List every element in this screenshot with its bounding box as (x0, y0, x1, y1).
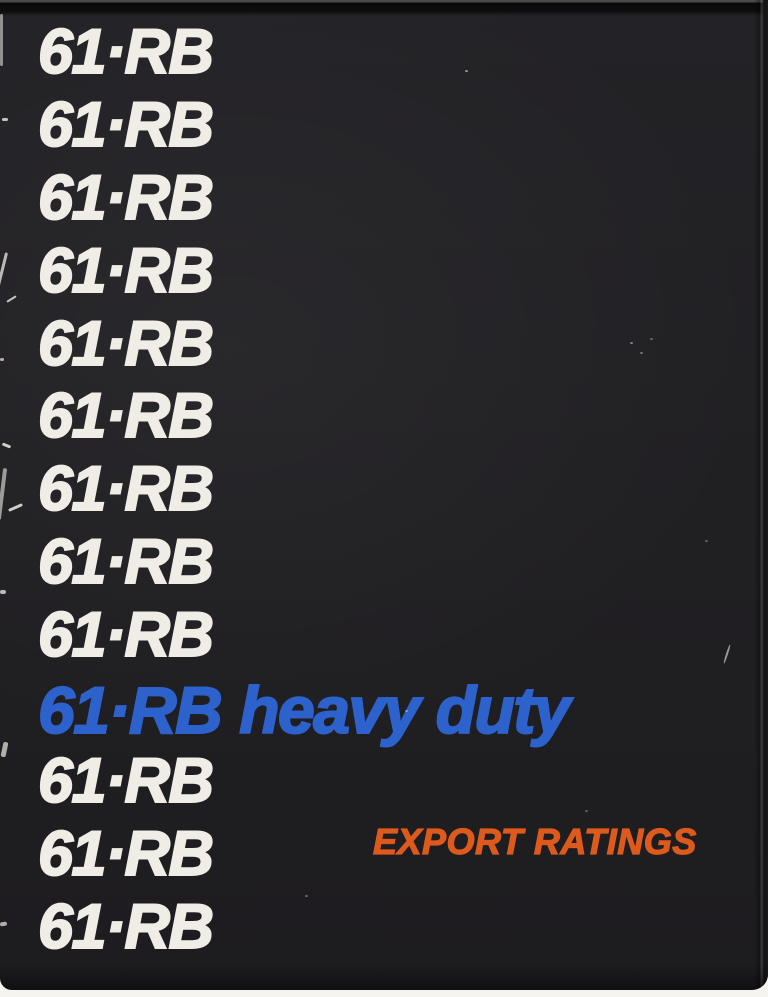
heavy-duty-suffix: heavy duty (238, 673, 571, 748)
edge-scuff-mark (0, 14, 3, 66)
edge-scuff-mark (0, 741, 9, 758)
model-row: 61·RB (37, 308, 215, 379)
edge-scuff-mark (0, 358, 4, 361)
edge-scuff-mark (6, 295, 17, 303)
edge-scuff-mark (722, 644, 732, 664)
export-ratings-label: EXPORT RATINGS (372, 821, 697, 862)
edge-scuff-mark (2, 118, 8, 121)
model-row-heavy-duty: 61·RB heavy duty (37, 676, 572, 750)
edge-scuff-mark (1, 442, 12, 449)
edge-scuff-mark (0, 590, 6, 594)
model-row: 61·RB (37, 600, 215, 671)
model-row: 61·RB (37, 454, 215, 525)
model-row: 61·RB (37, 235, 215, 306)
edge-scuff-mark (0, 921, 8, 927)
model-row: 61·RB (37, 89, 215, 160)
top-edge-shadow (0, 0, 768, 16)
edge-scuff-mark (0, 467, 8, 521)
model-row: 61·RB (37, 162, 215, 233)
right-edge-shadow (754, 0, 768, 990)
model-row: 61·RB (37, 527, 215, 598)
dust-specks (465, 70, 468, 72)
model-row: 61·RB (37, 818, 215, 889)
model-row: 61·RB (37, 17, 215, 87)
model-row: 61·RB (37, 381, 215, 452)
model-row: 61·RB (37, 745, 215, 816)
model-row: 61·RB (37, 891, 215, 962)
edge-scuff-mark (0, 252, 9, 294)
bottom-edge-shadow (0, 964, 768, 990)
model-label: 61·RB (37, 673, 224, 748)
edge-scuff-mark (8, 503, 23, 512)
model-text-column: 61·RB 61·RB 61·RB 61·RB 61·RB 61·RB 61·R… (37, 17, 572, 969)
